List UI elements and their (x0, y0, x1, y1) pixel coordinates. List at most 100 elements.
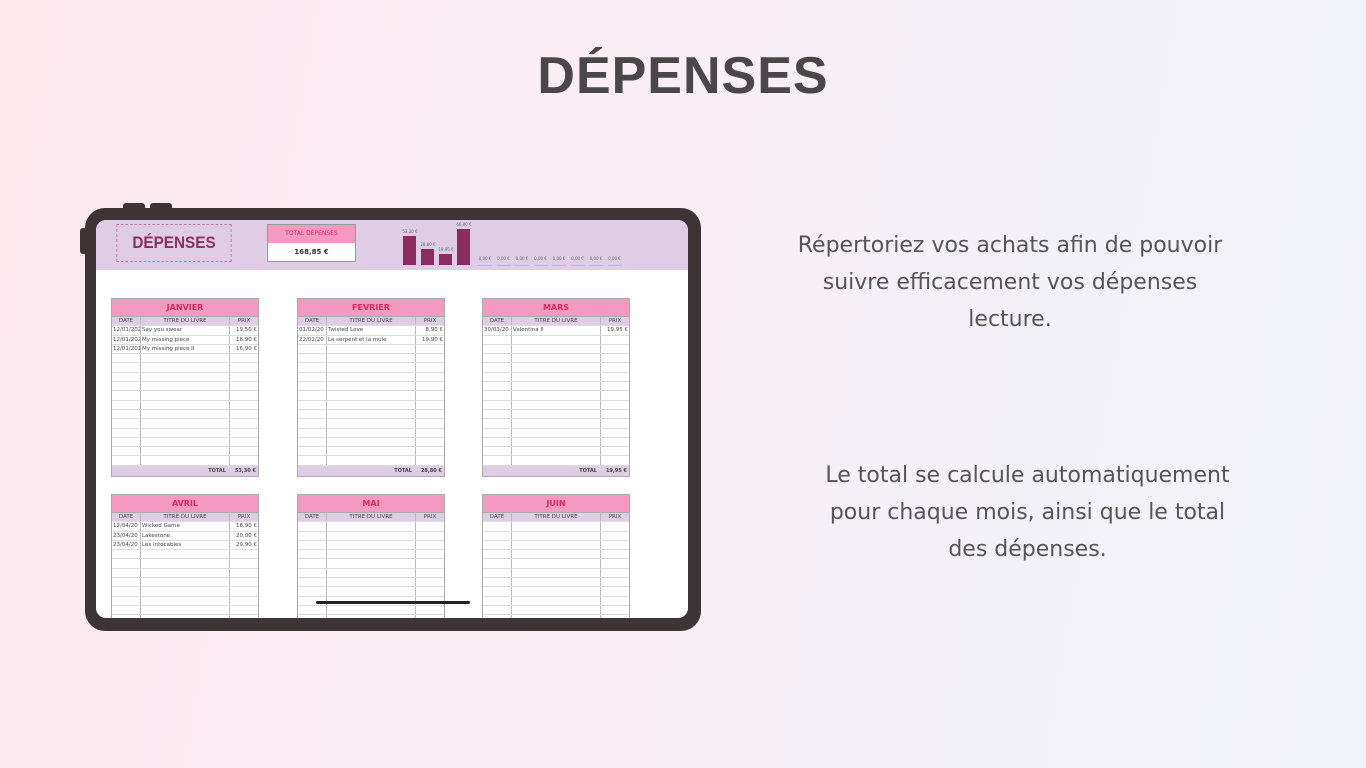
date-cell[interactable] (483, 559, 512, 568)
price-cell[interactable]: 16,90 € (236, 345, 257, 352)
title-cell[interactable] (512, 522, 601, 531)
title-cell[interactable] (141, 605, 230, 615)
date-cell[interactable] (298, 605, 327, 615)
title-cell[interactable] (327, 391, 416, 400)
date-cell[interactable] (298, 522, 327, 531)
date-cell[interactable] (298, 587, 327, 596)
date-cell[interactable] (483, 400, 512, 409)
date-cell[interactable] (298, 596, 327, 605)
price-cell[interactable]: 8,90 € (425, 327, 444, 334)
title-cell[interactable] (327, 354, 416, 363)
title-cell[interactable] (512, 447, 601, 456)
price-cell[interactable] (416, 429, 444, 437)
title-cell[interactable] (327, 578, 416, 587)
title-cell[interactable] (141, 550, 230, 559)
price-cell[interactable] (416, 410, 444, 418)
price-cell[interactable] (601, 541, 629, 549)
date-cell[interactable] (298, 456, 327, 465)
date-cell[interactable] (298, 382, 327, 391)
price-cell[interactable] (416, 522, 444, 530)
title-cell[interactable] (141, 568, 230, 578)
date-cell[interactable] (483, 531, 512, 540)
date-cell[interactable] (483, 447, 512, 456)
price-cell[interactable] (416, 569, 444, 577)
price-cell[interactable] (601, 363, 629, 371)
date-cell[interactable]: 12/01/202 (113, 326, 141, 335)
price-cell[interactable] (230, 606, 258, 614)
price-cell[interactable]: 29,90 € (236, 541, 257, 548)
title-cell[interactable] (327, 587, 416, 596)
title-cell[interactable] (141, 456, 230, 465)
price-cell[interactable] (601, 597, 629, 605)
date-cell[interactable] (298, 372, 327, 382)
title-cell[interactable] (512, 354, 601, 363)
title-cell[interactable] (141, 354, 230, 363)
title-cell[interactable] (141, 587, 230, 596)
title-cell[interactable] (327, 437, 416, 447)
price-cell[interactable] (601, 354, 629, 362)
date-cell[interactable] (483, 605, 512, 615)
title-cell[interactable] (327, 559, 416, 568)
price-cell[interactable] (230, 447, 258, 455)
price-cell[interactable] (230, 550, 258, 558)
date-cell[interactable]: 12/01/201 (113, 344, 141, 354)
title-cell[interactable] (327, 400, 416, 409)
date-cell[interactable]: 30/03/20 (483, 326, 512, 335)
date-cell[interactable] (298, 354, 327, 363)
price-cell[interactable] (416, 606, 444, 614)
date-cell[interactable] (483, 335, 512, 344)
title-cell[interactable] (512, 540, 601, 550)
date-cell[interactable] (112, 382, 141, 391)
price-cell[interactable] (416, 373, 444, 381)
date-cell[interactable] (483, 354, 512, 363)
date-cell[interactable]: 23/04/20 (112, 531, 141, 540)
date-cell[interactable] (483, 587, 512, 596)
date-cell[interactable] (298, 531, 327, 540)
title-cell[interactable] (512, 531, 601, 540)
date-cell[interactable] (112, 428, 141, 437)
date-cell[interactable] (298, 578, 327, 587)
title-cell[interactable]: Lakestone (141, 531, 230, 540)
price-cell[interactable] (416, 345, 444, 353)
date-cell[interactable] (112, 372, 141, 382)
date-cell[interactable] (298, 447, 327, 456)
title-cell[interactable] (327, 456, 416, 465)
title-cell[interactable] (512, 419, 601, 428)
title-cell[interactable] (512, 587, 601, 596)
date-cell[interactable] (483, 596, 512, 605)
title-cell[interactable]: Say you swear (141, 326, 230, 335)
date-cell[interactable]: 01/02/20 (298, 326, 327, 335)
price-cell[interactable] (230, 382, 258, 390)
price-cell[interactable] (230, 401, 258, 409)
title-cell[interactable]: Wicked Game (141, 522, 230, 531)
price-cell[interactable] (230, 578, 258, 586)
date-cell[interactable] (112, 550, 141, 559)
title-cell[interactable] (327, 540, 416, 550)
title-cell[interactable] (327, 363, 416, 372)
title-cell[interactable] (327, 596, 416, 605)
date-cell[interactable] (483, 428, 512, 437)
title-cell[interactable] (512, 382, 601, 391)
date-cell[interactable] (298, 428, 327, 437)
title-cell[interactable] (512, 372, 601, 382)
date-cell[interactable] (298, 540, 327, 550)
price-cell[interactable]: 16,90 € (236, 523, 257, 530)
date-cell[interactable] (298, 400, 327, 409)
price-cell[interactable] (601, 419, 629, 427)
price-cell[interactable] (230, 363, 258, 371)
price-cell[interactable] (230, 438, 258, 446)
title-cell[interactable] (327, 522, 416, 531)
date-cell[interactable] (112, 615, 141, 618)
date-cell[interactable] (112, 419, 141, 428)
title-cell[interactable] (141, 428, 230, 437)
price-cell[interactable] (416, 438, 444, 446)
price-cell[interactable] (230, 597, 258, 605)
title-cell[interactable] (327, 344, 416, 354)
title-cell[interactable] (141, 419, 230, 428)
date-cell[interactable] (483, 568, 512, 578)
date-cell[interactable] (483, 419, 512, 428)
price-cell[interactable] (601, 429, 629, 437)
title-cell[interactable] (512, 409, 601, 419)
date-cell[interactable] (298, 437, 327, 447)
price-cell[interactable] (601, 401, 629, 409)
